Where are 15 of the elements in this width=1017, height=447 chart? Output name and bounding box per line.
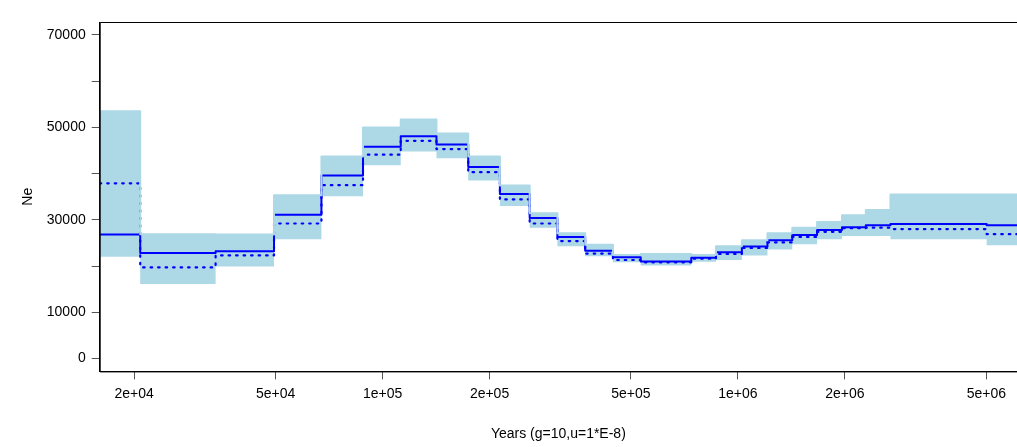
x-tick-label: 2e+06 [825,384,865,401]
y-tick-label: 0 [77,349,86,366]
y-tick-label: 50000 [46,118,86,135]
y-tick-label: 70000 [46,25,86,42]
x-tick-label: 2e+04 [114,384,155,401]
x-tick-label: 5e+04 [255,384,296,401]
x-tick-label: 5e+06 [966,384,1007,401]
y-tick-label: 10000 [46,303,86,320]
x-tick-label: 5e+05 [611,384,651,401]
y-axis-title: Ne [19,187,36,206]
x-tick-label: 2e+05 [469,384,510,401]
x-axis-title: Years (g=10,u=1*E-8) [490,425,626,442]
x-tick-label: 1e+06 [718,384,758,401]
x-tick-label: 1e+05 [362,384,403,401]
y-tick-label: 30000 [46,210,86,227]
